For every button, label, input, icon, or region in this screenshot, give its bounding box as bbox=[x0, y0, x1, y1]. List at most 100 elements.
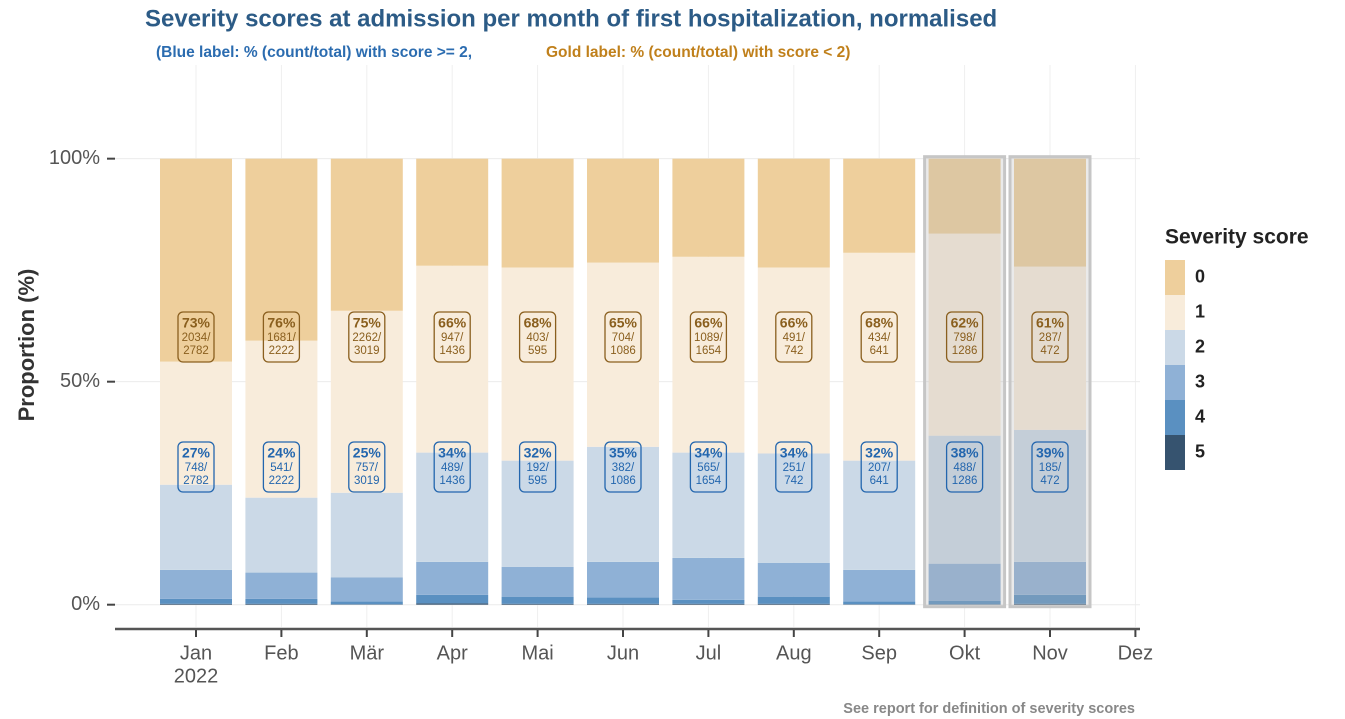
bar-segment bbox=[672, 256, 745, 453]
bar-segment bbox=[843, 460, 916, 570]
label-count: 185/ bbox=[1039, 462, 1062, 474]
bar-segment bbox=[843, 252, 916, 461]
label-percent: 34% bbox=[438, 445, 467, 461]
bar-segment bbox=[672, 599, 745, 604]
label-total: 472 bbox=[1040, 475, 1059, 487]
label-total: 2222 bbox=[269, 345, 295, 357]
bar-segment bbox=[416, 594, 489, 604]
x-tick-label: Mai bbox=[521, 642, 553, 664]
label-percent: 34% bbox=[780, 445, 809, 461]
gold-labels: 66%491/742 bbox=[775, 311, 813, 363]
gold-labels: 66%1089/1654 bbox=[689, 311, 728, 363]
label-box bbox=[1031, 441, 1069, 493]
bar-segment bbox=[501, 596, 574, 604]
label-percent: 73% bbox=[182, 315, 211, 331]
blue-labels: 34%251/742 bbox=[775, 441, 813, 493]
legend-label: 4 bbox=[1195, 406, 1205, 426]
caption: See report for definition of severity sc… bbox=[843, 701, 1135, 717]
label-box bbox=[689, 441, 728, 493]
label-count: 287/ bbox=[1039, 332, 1062, 344]
bar-segment bbox=[757, 453, 830, 563]
bar-segment bbox=[1014, 429, 1086, 562]
label-percent: 25% bbox=[353, 445, 382, 461]
label-percent: 39% bbox=[1036, 445, 1065, 461]
bar-segment bbox=[416, 561, 489, 595]
label-count: 704/ bbox=[612, 332, 635, 344]
label-count: 2262/ bbox=[352, 332, 382, 344]
bar-segment bbox=[245, 603, 318, 605]
y-tick-label: 50% bbox=[60, 370, 100, 392]
bar-segment bbox=[501, 267, 574, 461]
label-box bbox=[518, 441, 557, 493]
label-box bbox=[775, 311, 813, 363]
bar-segment bbox=[843, 158, 916, 253]
x-year-label: 2022 bbox=[174, 665, 219, 687]
bars bbox=[160, 158, 1086, 605]
label-box bbox=[262, 441, 301, 493]
label-total: 595 bbox=[528, 345, 547, 357]
x-tick-label: Okt bbox=[949, 642, 981, 664]
gold-labels: 62%798/1286 bbox=[945, 311, 984, 363]
label-count: 192/ bbox=[526, 462, 549, 474]
bar-segment bbox=[1014, 594, 1086, 604]
label-count: 382/ bbox=[612, 462, 635, 474]
bar-segment bbox=[245, 572, 318, 599]
bar-segment bbox=[843, 601, 916, 605]
label-total: 1436 bbox=[439, 475, 465, 487]
bar-segment bbox=[757, 603, 830, 605]
label-total: 1286 bbox=[952, 475, 978, 487]
subtitle-blue: (Blue label: % (count/total) with score … bbox=[156, 44, 472, 61]
label-box bbox=[433, 441, 471, 493]
label-percent: 68% bbox=[524, 315, 553, 331]
label-box bbox=[1031, 311, 1069, 363]
blue-labels: 32%192/595 bbox=[518, 441, 557, 493]
label-count: 488/ bbox=[953, 462, 976, 474]
label-percent: 32% bbox=[865, 445, 894, 461]
bar-segment bbox=[928, 435, 1001, 564]
label-percent: 27% bbox=[182, 445, 211, 461]
label-total: 641 bbox=[870, 475, 889, 487]
blue-labels: 35%382/1086 bbox=[604, 441, 642, 493]
bar-segment bbox=[501, 566, 574, 597]
x-tick-label: Sep bbox=[861, 642, 897, 664]
y-tick-label: 0% bbox=[71, 593, 100, 615]
label-total: 1654 bbox=[696, 475, 722, 487]
legend-label: 5 bbox=[1195, 441, 1205, 461]
label-box bbox=[348, 311, 386, 363]
x-tick-label: Jun bbox=[607, 642, 639, 664]
blue-labels: 32%207/641 bbox=[860, 441, 898, 493]
gold-labels: 73%2034/2782 bbox=[177, 311, 215, 363]
label-total: 641 bbox=[870, 345, 889, 357]
label-count: 757/ bbox=[356, 462, 379, 474]
legend-key bbox=[1165, 400, 1185, 435]
bar-segment bbox=[672, 452, 745, 558]
gold-labels: 61%287/472 bbox=[1031, 311, 1069, 363]
label-count: 541/ bbox=[270, 462, 293, 474]
blue-labels: 25%757/3019 bbox=[348, 441, 386, 493]
bar-segment bbox=[843, 569, 916, 602]
legend-title: Severity score bbox=[1165, 226, 1309, 249]
label-total: 2782 bbox=[183, 345, 209, 357]
blue-labels: 38%488/1286 bbox=[945, 441, 984, 493]
label-box bbox=[945, 311, 984, 363]
label-percent: 24% bbox=[267, 445, 296, 461]
legend-label: 0 bbox=[1195, 266, 1205, 286]
label-total: 2782 bbox=[183, 475, 209, 487]
bar-segment bbox=[330, 577, 403, 602]
incomplete-overlay bbox=[923, 155, 1007, 609]
label-count: 1089/ bbox=[694, 332, 724, 344]
incomplete-overlay bbox=[1008, 155, 1092, 609]
bar-segment bbox=[587, 262, 659, 447]
legend-label: 2 bbox=[1195, 336, 1205, 356]
bar-segment bbox=[330, 492, 403, 578]
label-count: 251/ bbox=[783, 462, 806, 474]
legend-key bbox=[1165, 365, 1185, 400]
label-percent: 34% bbox=[694, 445, 723, 461]
blue-labels: 34%565/1654 bbox=[689, 441, 728, 493]
label-count: 434/ bbox=[868, 332, 891, 344]
bar-segment bbox=[245, 497, 318, 573]
label-percent: 76% bbox=[267, 315, 296, 331]
bar-segment bbox=[587, 446, 659, 562]
legend-key bbox=[1165, 435, 1185, 470]
blue-labels: 34%489/1436 bbox=[433, 441, 471, 493]
